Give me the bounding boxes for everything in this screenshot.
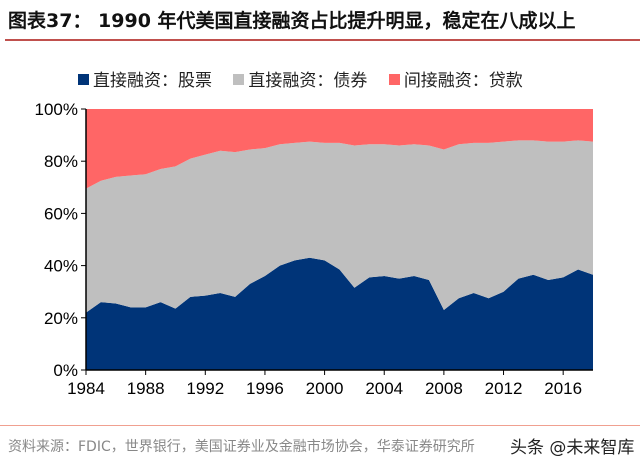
x-tick-label: 2016	[544, 379, 582, 398]
watermark: 头条 @未来智库	[510, 438, 635, 458]
area-series-2	[86, 109, 593, 189]
area-series-1	[86, 140, 593, 313]
legend-label-stocks: 直接融资：股票	[93, 71, 212, 91]
x-tick-label: 2000	[306, 379, 344, 398]
y-tick-label: 40%	[44, 257, 78, 276]
area-series-0	[86, 257, 593, 370]
y-tick-label: 80%	[44, 152, 78, 171]
x-tick-label: 2012	[485, 379, 523, 398]
legend-swatch-stocks	[78, 74, 89, 85]
legend-swatch-bonds	[233, 74, 245, 85]
legend: 直接融资：股票 直接融资：债券 间接融资：贷款	[78, 66, 539, 91]
legend-label-bonds: 直接融资：债券	[248, 71, 368, 91]
title-divider	[5, 39, 640, 41]
figure-title: 图表37： 1990 年代美国直接融资占比提升明显，稳定在八成以上	[8, 10, 576, 32]
legend-item-bonds: 直接融资：债券	[233, 66, 367, 91]
y-tick-label: 100%	[35, 100, 78, 119]
x-tick-label: 1984	[67, 379, 105, 398]
y-tick-label: 60%	[44, 204, 78, 223]
legend-swatch-loans	[388, 74, 400, 85]
x-tick-label: 2008	[425, 379, 463, 398]
x-tick-label: 2004	[365, 379, 403, 398]
legend-item-stocks: 直接融资：股票	[78, 66, 212, 91]
x-tick-label: 1988	[127, 379, 165, 398]
footer-divider	[0, 425, 640, 426]
legend-item-loans: 间接融资：贷款	[388, 66, 523, 91]
area-chart: 0% 20% 40% 60% 80% 100% 1984 1988 1992 1996 2000 20…	[35, 100, 593, 398]
source-note: 资料来源：FDIC，世界银行，美国证券业及金融市场协会，华泰证券研究所	[8, 439, 475, 455]
y-tick-label: 0%	[53, 361, 78, 380]
legend-label-loans: 间接融资：贷款	[403, 71, 523, 91]
y-tick-label: 20%	[44, 309, 78, 328]
x-tick-label: 1992	[186, 379, 224, 398]
x-tick-label: 1996	[246, 379, 284, 398]
